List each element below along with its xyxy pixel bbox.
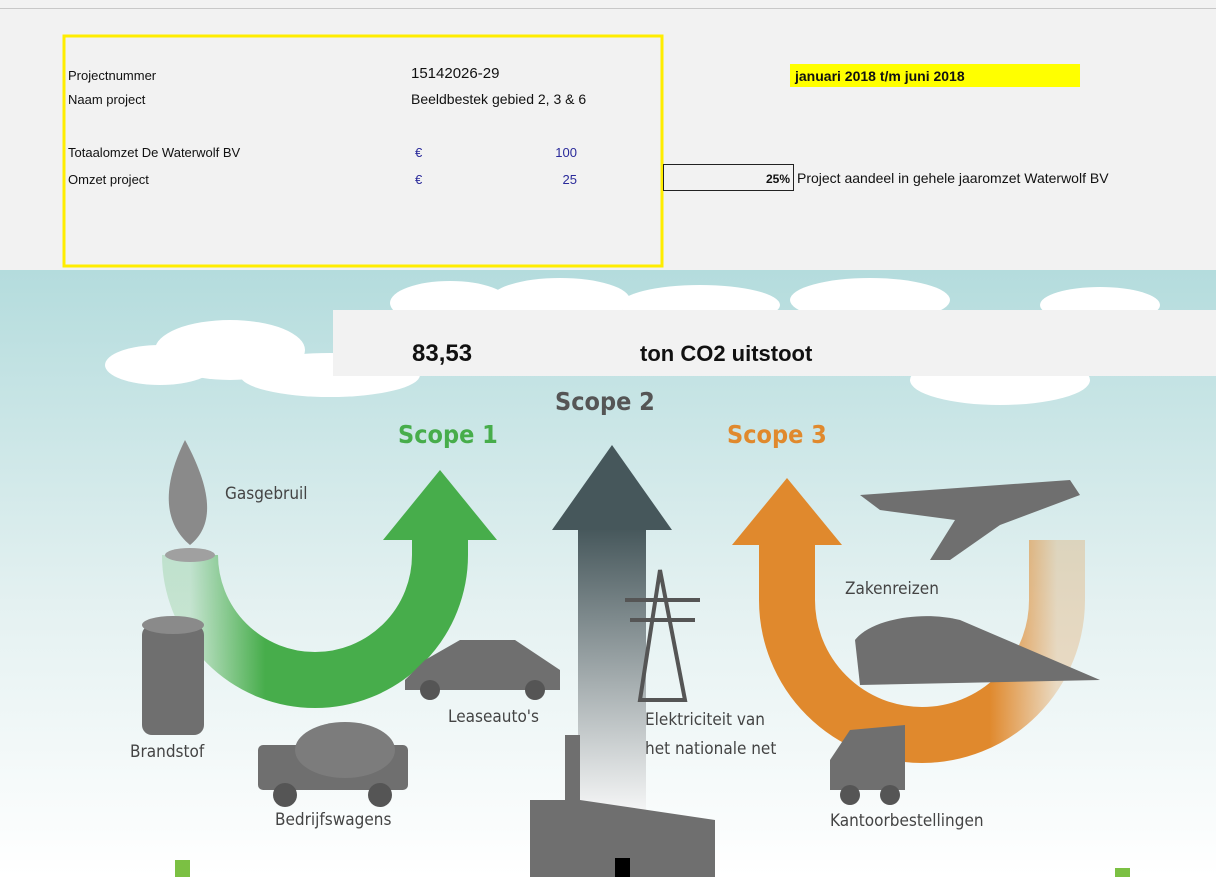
label: Projectnummer [68,68,157,83]
label: Omzet project [68,172,149,187]
scope1-arrowhead [383,470,497,540]
highlight-box [62,34,664,268]
period-highlight [790,64,1080,87]
share-label: Project aandeel in gehele jaaromzet Wate… [797,170,1109,186]
source-label: Zakenreizen [845,579,939,599]
source-label: Bedrijfswagens [275,810,391,830]
cell-marker [615,858,630,877]
emissions-value: 83,53 [412,340,472,367]
icons [142,440,1100,877]
cell-marker [175,860,190,877]
source-label: Kantoorbestellingen [830,811,984,831]
scope-label: Scope 3 [727,420,827,449]
emissions-banner [333,310,1216,376]
amount: 25 [563,172,577,187]
share-value: 25% [766,172,790,186]
source-label: Leaseauto's [448,707,539,727]
source-label: het nationale net [645,739,776,759]
value: 15142026-29 [411,65,499,82]
source-label: Elektriciteit van [645,710,765,730]
scope-label: Scope 2 [555,387,655,416]
scope1-arrow [162,530,468,708]
scope3-arrowhead [732,478,842,545]
scope-label: Scope 1 [398,420,498,449]
scope3-arrow [759,540,1085,763]
sheet-background [0,0,1216,270]
scope2-arrowhead [552,445,672,530]
scope2-arrow [578,528,646,828]
value: Beeldbestek gebied 2, 3 & 6 [411,91,586,107]
currency: € [415,145,423,160]
period: januari 2018 t/m juni 2018 [794,68,965,84]
amount: 100 [555,145,577,160]
source-label: Brandstof [130,742,205,762]
cell-marker [1115,868,1130,877]
currency: € [415,172,423,187]
share-cell [663,164,794,191]
label: Totaalomzet De Waterwolf BV [68,145,241,160]
emissions-unit: ton CO2 uitstoot [640,341,813,366]
source-label: Gasgebruil [225,484,308,504]
label: Naam project [68,92,146,107]
